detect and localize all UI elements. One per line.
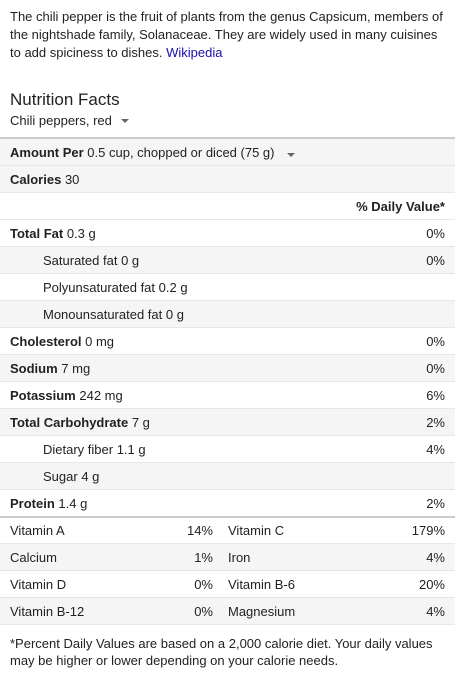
- nutrient-name: Potassium: [10, 387, 76, 403]
- vitamin-value: 179%: [411, 523, 445, 538]
- nutrient-name: Total Carbohydrate: [10, 414, 129, 430]
- calories-row: Calories 30: [0, 165, 455, 192]
- vitamin-name: Magnesium: [228, 603, 296, 619]
- nutrient-name: Cholesterol: [10, 333, 82, 349]
- vitamin-name: Vitamin A: [10, 523, 65, 538]
- nutrient-row: Polyunsaturated fat 0.2 g: [0, 273, 455, 300]
- amount-label: Amount Per: [10, 144, 84, 160]
- amount-selector[interactable]: Amount Per 0.5 cup, chopped or diced (75…: [0, 137, 455, 165]
- vitamin-row: Calcium 1% Iron 4%: [0, 543, 455, 570]
- vitamin-value: 1%: [194, 549, 213, 565]
- nutrient-daily-value: 2%: [426, 495, 445, 511]
- nutrient-amount: 1.4 g: [58, 495, 88, 511]
- nutrient-row: Sodium 7 mg 0%: [0, 354, 455, 381]
- nutrient-name: Monounsaturated fat: [43, 306, 163, 322]
- vitamin-value: 4%: [426, 549, 445, 565]
- daily-value-header: % Daily Value*: [0, 192, 455, 219]
- amount-value: 0.5 cup, chopped or diced (75 g): [87, 144, 275, 160]
- vitamin-name: Iron: [228, 549, 251, 565]
- nutrient-daily-value: 0%: [426, 252, 445, 268]
- nutrient-amount: 0.3 g: [66, 225, 96, 241]
- vitamin-name: Vitamin C: [228, 523, 285, 538]
- vitamin-name: Calcium: [10, 549, 57, 565]
- nutrient-row: Monounsaturated fat 0 g: [0, 300, 455, 327]
- vitamin-name: Vitamin B-12: [10, 603, 85, 619]
- vitamin-row: Vitamin B-12 0% Magnesium 4%: [0, 597, 455, 624]
- nutrient-row: Total Fat 0.3 g 0%: [0, 219, 455, 246]
- description: The chili pepper is the fruit of plants …: [0, 0, 455, 62]
- vitamin-value: 0%: [194, 576, 213, 592]
- nutrient-amount: 1.1 g: [116, 441, 146, 457]
- nutrient-row: Cholesterol 0 mg 0%: [0, 327, 455, 354]
- calories-value: 30: [64, 171, 80, 187]
- nutrient-amount: 7 g: [131, 414, 150, 430]
- daily-value-header-text: % Daily Value*: [356, 198, 445, 214]
- vitamin-name: Vitamin D: [10, 576, 67, 592]
- nutrient-name: Protein: [10, 495, 55, 511]
- nutrient-daily-value: 4%: [426, 441, 445, 457]
- vitamin-name: Vitamin B-6: [228, 576, 295, 592]
- nutrient-amount: 0 g: [165, 306, 184, 322]
- nutrient-row: Sugar 4 g: [0, 462, 455, 489]
- nutrient-amount: 7 mg: [61, 360, 91, 376]
- footnote: *Percent Daily Values are based on a 2,0…: [0, 624, 455, 669]
- nutrient-name: Sugar: [43, 468, 78, 484]
- nutrient-daily-value: 2%: [426, 414, 445, 430]
- nutrient-amount: 0.2 g: [158, 279, 188, 295]
- nutrient-amount: 0 mg: [85, 333, 115, 349]
- nutrient-daily-value: 0%: [426, 225, 445, 241]
- nutrient-row: Protein 1.4 g 2%: [0, 489, 455, 516]
- description-text: The chili pepper is the fruit of plants …: [10, 9, 443, 60]
- vitamin-row: Vitamin D 0% Vitamin B-6 20%: [0, 570, 455, 597]
- nutrient-daily-value: 0%: [426, 333, 445, 349]
- food-selector-label: Chili peppers, red: [10, 113, 112, 128]
- nutrient-name: Dietary fiber: [43, 441, 114, 457]
- nutrient-name: Polyunsaturated fat: [43, 279, 156, 295]
- nutrient-name: Total Fat: [10, 225, 64, 241]
- nutrient-name: Saturated fat: [43, 252, 118, 268]
- chevron-down-icon: [287, 152, 296, 157]
- nutrient-daily-value: 6%: [426, 387, 445, 403]
- nutrient-row: Saturated fat 0 g 0%: [0, 246, 455, 273]
- vitamin-value: 20%: [418, 576, 445, 592]
- nutrient-row: Potassium 242 mg 6%: [0, 381, 455, 408]
- nutrition-title: Nutrition Facts: [10, 90, 120, 109]
- chevron-down-icon: [120, 119, 129, 123]
- food-selector[interactable]: Chili peppers, red: [10, 113, 445, 129]
- nutrient-name: Sodium: [10, 360, 58, 376]
- nutrient-row: Total Carbohydrate 7 g 2%: [0, 408, 455, 435]
- vitamin-row: Vitamin A 14% Vitamin C 179%: [0, 516, 455, 543]
- vitamin-value: 0%: [194, 603, 213, 619]
- nutrient-daily-value: 0%: [426, 360, 445, 376]
- nutrient-amount: 242 mg: [79, 387, 123, 403]
- nutrient-row: Dietary fiber 1.1 g 4%: [0, 435, 455, 462]
- wikipedia-link[interactable]: Wikipedia: [166, 45, 223, 60]
- vitamin-value: 4%: [426, 603, 445, 619]
- vitamin-value: 14%: [186, 523, 213, 538]
- nutrient-amount: 0 g: [121, 252, 140, 268]
- nutrient-amount: 4 g: [81, 468, 100, 484]
- calories-label: Calories: [10, 171, 62, 187]
